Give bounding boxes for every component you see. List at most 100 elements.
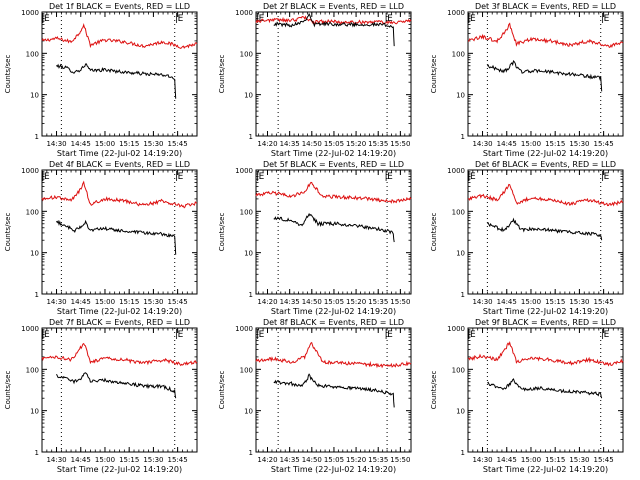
interval-marker-label: E — [604, 330, 610, 340]
lld-series-line — [467, 341, 624, 367]
x-tick-label: 14:45 — [497, 456, 517, 464]
x-tick-label: 15:20 — [346, 140, 366, 148]
y-tick-label: 1 — [461, 291, 465, 299]
y-tick-label: 1 — [249, 449, 253, 457]
chart-panel-3: Det 3f BLACK = Events, RED = LLD Counts/s… — [430, 2, 624, 158]
x-tick-label: 15:50 — [390, 456, 410, 464]
x-tick-label: 15:45 — [168, 140, 188, 148]
interval-marker-label: E — [387, 14, 393, 24]
x-tick-label: 14:30 — [46, 456, 66, 464]
x-tick-label: 14:20 — [257, 298, 277, 306]
chart-panel-9: Det 9f BLACK = Events, RED = LLD Counts/s… — [430, 318, 624, 474]
x-tick-label: 15:45 — [594, 456, 614, 464]
chart-title: Det 8f BLACK = Events, RED = LLD — [263, 318, 404, 327]
x-tick-label: 15:00 — [521, 298, 541, 306]
x-axis-label: Start Time (22-Jul-02 14:19:20) — [271, 307, 396, 316]
chart-title: Det 1f BLACK = Events, RED = LLD — [49, 2, 190, 11]
y-tick-label: 100 — [26, 208, 39, 216]
interval-marker-label: E — [178, 14, 184, 24]
y-tick-label: 100 — [26, 366, 39, 374]
events-series-line — [56, 219, 177, 255]
chart-title: Det 4f BLACK = Events, RED = LLD — [49, 160, 190, 169]
y-tick-label: 10 — [30, 92, 39, 100]
y-tick-label: 10 — [244, 92, 253, 100]
x-tick-label: 15:00 — [95, 456, 115, 464]
x-axis-label: Start Time (22-Jul-02 14:19:20) — [483, 465, 608, 474]
chart-title: Det 9f BLACK = Events, RED = LLD — [475, 318, 616, 327]
y-tick-label: 1 — [35, 133, 39, 141]
lld-series-line — [255, 15, 412, 25]
plot-frame — [41, 327, 198, 453]
interval-marker-label: E — [44, 172, 50, 182]
y-tick-label: 10 — [456, 92, 465, 100]
x-tick-label: 15:15 — [119, 140, 139, 148]
x-tick-label: 15:15 — [545, 298, 565, 306]
x-tick-label: 15:15 — [545, 456, 565, 464]
x-tick-label: 15:30 — [143, 140, 163, 148]
chart-panel-7: Det 7f BLACK = Events, RED = LLD Counts/s… — [4, 318, 198, 474]
y-axis-label: Counts/sec — [218, 55, 226, 94]
interval-marker-label: E — [259, 172, 265, 182]
plot-frame — [41, 11, 198, 137]
lld-series-line — [255, 181, 412, 204]
x-axis-label: Start Time (22-Jul-02 14:19:20) — [483, 307, 608, 316]
chart-panel-6: Det 6f BLACK = Events, RED = LLD Counts/s… — [430, 160, 624, 316]
interval-marker-label: E — [259, 330, 265, 340]
y-tick-label: 1000 — [447, 167, 465, 175]
y-tick-label: 10 — [456, 250, 465, 258]
chart-title: Det 2f BLACK = Events, RED = LLD — [263, 2, 404, 11]
x-axis-label: Start Time (22-Jul-02 14:19:20) — [271, 149, 396, 158]
interval-marker-label: E — [470, 172, 476, 182]
x-tick-label: 15:30 — [143, 456, 163, 464]
x-tick-label: 15:05 — [324, 140, 344, 148]
x-tick-label: 15:45 — [168, 456, 188, 464]
plot-frame — [255, 169, 412, 295]
y-axis-label: Counts/sec — [4, 213, 12, 252]
x-tick-label: 15:15 — [545, 140, 565, 148]
chart-title: Det 5f BLACK = Events, RED = LLD — [263, 160, 404, 169]
events-series-line — [56, 372, 177, 399]
y-tick-label: 100 — [26, 50, 39, 58]
x-tick-label: 15:00 — [521, 140, 541, 148]
y-tick-label: 1000 — [235, 167, 253, 175]
x-tick-label: 15:30 — [569, 456, 589, 464]
x-tick-label: 15:05 — [324, 298, 344, 306]
y-tick-label: 10 — [30, 250, 39, 258]
y-tick-label: 1 — [35, 449, 39, 457]
plot-frame — [255, 11, 412, 137]
x-tick-label: 14:45 — [71, 456, 91, 464]
y-tick-label: 100 — [240, 50, 253, 58]
y-tick-label: 1000 — [235, 9, 253, 17]
lld-series-line — [255, 341, 412, 369]
events-series-line — [487, 217, 603, 241]
chart-panel-4: Det 4f BLACK = Events, RED = LLD Counts/s… — [4, 160, 198, 316]
x-tick-label: 15:20 — [346, 456, 366, 464]
x-tick-label: 15:35 — [368, 140, 388, 148]
y-tick-label: 1000 — [447, 9, 465, 17]
x-tick-label: 15:00 — [521, 456, 541, 464]
x-tick-label: 14:35 — [280, 298, 300, 306]
y-tick-label: 1000 — [447, 325, 465, 333]
y-tick-label: 10 — [244, 408, 253, 416]
x-tick-label: 15:45 — [168, 298, 188, 306]
x-tick-label: 14:50 — [302, 298, 322, 306]
y-tick-label: 100 — [452, 366, 465, 374]
events-series-line — [487, 60, 603, 92]
x-tick-label: 14:45 — [71, 140, 91, 148]
chart-title: Det 7f BLACK = Events, RED = LLD — [49, 318, 190, 327]
y-axis-label: Counts/sec — [430, 213, 438, 252]
x-tick-label: 15:35 — [368, 456, 388, 464]
x-tick-label: 14:50 — [302, 456, 322, 464]
y-tick-label: 10 — [456, 408, 465, 416]
interval-marker-label: E — [470, 330, 476, 340]
y-tick-label: 1 — [249, 291, 253, 299]
x-tick-label: 15:35 — [368, 298, 388, 306]
x-tick-label: 14:45 — [71, 298, 91, 306]
x-tick-label: 14:45 — [497, 298, 517, 306]
chart-panel-5: Det 5f BLACK = Events, RED = LLD Counts/s… — [218, 160, 412, 316]
events-series-line — [487, 378, 603, 399]
chart-panel-1: Det 1f BLACK = Events, RED = LLD Counts/s… — [4, 2, 198, 158]
y-axis-label: Counts/sec — [4, 55, 12, 94]
x-tick-label: 15:05 — [324, 456, 344, 464]
